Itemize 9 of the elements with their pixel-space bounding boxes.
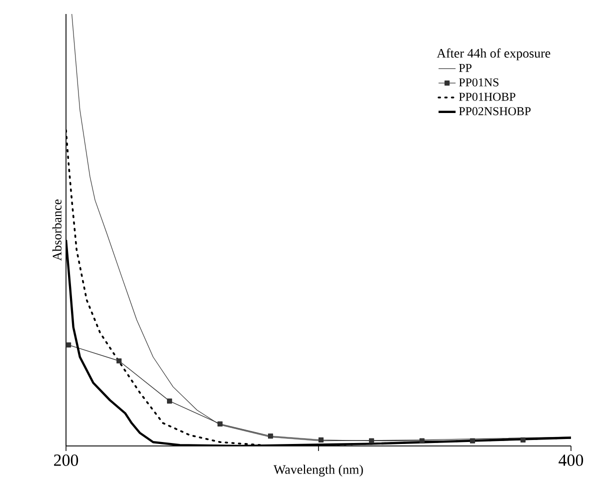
x-axis-title: Wavelength (nm) [274, 464, 363, 477]
x-tick-label: 400 [558, 454, 584, 466]
legend-label: PP [459, 64, 472, 72]
y-axis-title: Absorbance [52, 200, 62, 261]
legend-title: After 44h of exposure [436, 48, 550, 60]
legend-label: PP02NSHOBP [459, 107, 531, 116]
legend-label: PP01HOBP [459, 92, 516, 101]
legend-label: PP01NS [459, 78, 498, 86]
x-tick-label: 200 [54, 454, 78, 466]
